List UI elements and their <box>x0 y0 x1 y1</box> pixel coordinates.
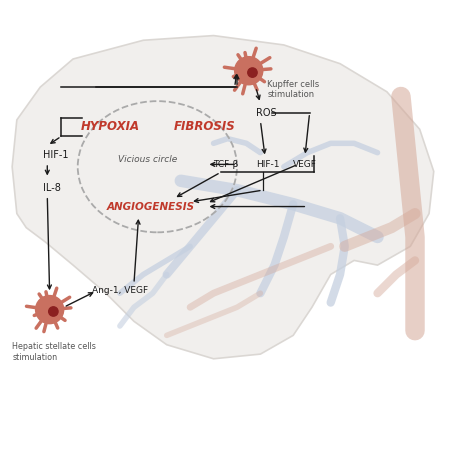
Text: ROS: ROS <box>256 108 276 118</box>
Text: HYPOXIA: HYPOXIA <box>81 120 140 133</box>
Text: FIBROSIS: FIBROSIS <box>173 120 235 133</box>
Circle shape <box>36 296 64 324</box>
Text: HIF-1: HIF-1 <box>255 160 279 169</box>
Text: Vicious circle: Vicious circle <box>118 155 178 164</box>
Text: Kupffer cells
stimulation: Kupffer cells stimulation <box>267 80 319 100</box>
Text: HIF-1: HIF-1 <box>43 150 68 160</box>
Text: VEGF: VEGF <box>293 160 317 169</box>
Polygon shape <box>12 36 434 359</box>
Text: Ang-1, VEGF: Ang-1, VEGF <box>92 286 148 295</box>
Text: Hepatic stellate cells
stimulation: Hepatic stellate cells stimulation <box>12 342 96 362</box>
Text: ANGIOGENESIS: ANGIOGENESIS <box>106 201 194 211</box>
Circle shape <box>235 57 263 85</box>
Text: IL-8: IL-8 <box>43 183 61 193</box>
Circle shape <box>248 68 257 77</box>
Circle shape <box>49 307 58 316</box>
Text: TCF-β: TCF-β <box>213 160 238 169</box>
